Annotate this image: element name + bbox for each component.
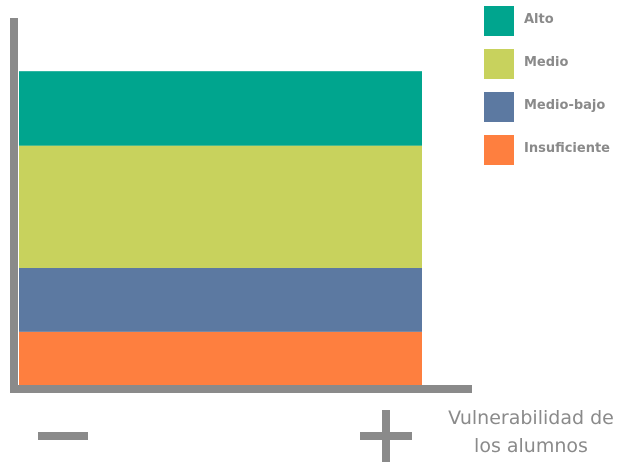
legend-item-medio-bajo: Medio-bajo [484,92,624,122]
legend-label-medio-bajo: Medio-bajo [524,98,606,113]
bar-segment-insuficiente [19,331,422,385]
legend-swatch-medio-bajo [484,92,514,122]
x-axis-label: Vulnerabilidad de los alumnos [436,404,625,460]
legend-label-insuficiente: Insuficiente [524,141,610,156]
bar-segment-alto [19,71,422,146]
x-axis-label-line-2: los alumnos [474,435,588,457]
bar-segment-medio [19,145,422,268]
x-axis-label-line-1: Vulnerabilidad de [448,407,614,429]
legend-item-alto: Alto [484,6,624,36]
minus-sign-icon [38,432,88,440]
bar-segment-medio-bajo [19,267,422,332]
legend-label-alto: Alto [524,12,554,27]
legend-swatch-alto [484,6,514,36]
legend-swatch-insuficiente [484,135,514,165]
legend-swatch-medio [484,49,514,79]
y-axis-line [10,18,18,393]
plus-sign-icon-vertical-stroke [382,410,390,462]
x-axis-line [10,385,472,393]
legend-label-medio: Medio [524,55,569,70]
stacked-bar [19,71,422,385]
legend-item-medio: Medio [484,49,624,79]
legend-item-insuficiente: Insuficiente [484,135,624,165]
